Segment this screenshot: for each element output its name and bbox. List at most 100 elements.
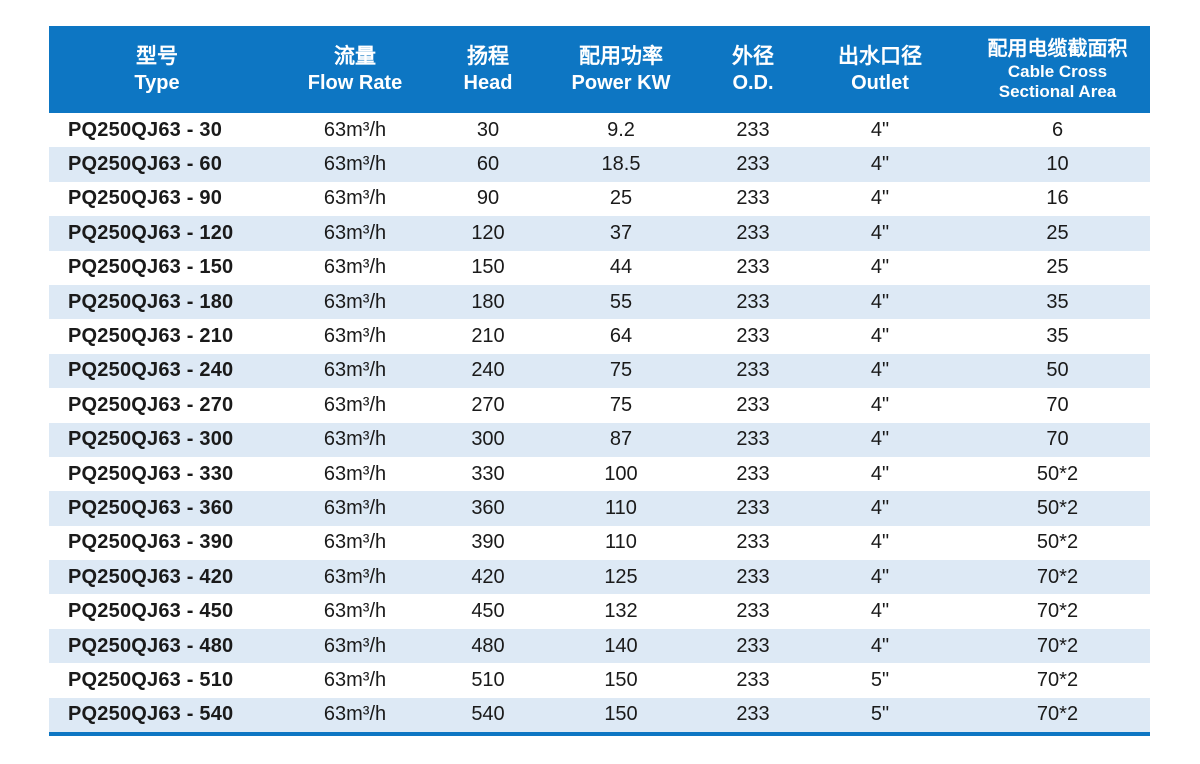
cell-flow: 63m³/h (323, 153, 387, 176)
cell-cable: 70*2 (1036, 600, 1079, 623)
cell-power: 132 (604, 600, 638, 623)
column-header-type-zh: 型号 (136, 45, 178, 69)
cell-outlet: 4" (870, 153, 890, 176)
table-row: PQ250QJ63 - 90 63m³/h 90 25 233 4" 16 (49, 182, 1150, 216)
cell-od: 233 (736, 118, 770, 141)
cell-power: 110 (605, 496, 637, 519)
column-header-head-en: Head (463, 71, 513, 94)
cell-od: 233 (736, 187, 770, 210)
cell-type: PQ250QJ63 - 240 (68, 359, 234, 382)
cell-outlet: 4" (870, 428, 890, 451)
table-row: PQ250QJ63 - 420 63m³/h 420 125 233 4" 70*2 (49, 560, 1150, 595)
column-header-od-en: O.D. (732, 71, 774, 94)
cell-head: 90 (476, 187, 500, 210)
cell-od: 233 (736, 393, 770, 416)
cell-power: 75 (609, 393, 633, 416)
cell-cable: 70*2 (1036, 703, 1079, 726)
cell-cable: 25 (1046, 221, 1069, 244)
cell-head: 420 (471, 565, 505, 588)
table-header: 型号 Type 流量 Flow Rate 扬程 Head 配用功率 Power … (49, 26, 1150, 113)
cell-power: 87 (609, 428, 633, 451)
cell-power: 55 (609, 290, 633, 313)
table-row: PQ250QJ63 - 60 63m³/h 60 18.5 233 4" 10 (49, 147, 1150, 182)
cell-od: 233 (736, 256, 770, 279)
cell-cable: 50*2 (1036, 531, 1079, 554)
cell-outlet: 5" (870, 668, 890, 691)
cell-flow: 63m³/h (323, 325, 387, 348)
cell-flow: 63m³/h (323, 634, 387, 657)
table-row: PQ250QJ63 - 360 63m³/h 360 110 233 4" 50*2 (49, 491, 1150, 526)
cell-od: 233 (736, 600, 770, 623)
cell-flow: 63m³/h (323, 496, 387, 519)
column-header-flow-rate-zh: 流量 (334, 45, 376, 69)
cell-type: PQ250QJ63 - 480 (68, 634, 234, 657)
cell-od: 233 (736, 496, 770, 519)
cell-head: 330 (471, 462, 505, 485)
column-header-flow-rate: 流量 Flow Rate (265, 26, 445, 113)
cell-outlet: 4" (870, 325, 890, 348)
cell-head: 180 (471, 290, 505, 313)
cell-power: 18.5 (601, 153, 641, 176)
cell-type: PQ250QJ63 - 30 (68, 118, 223, 141)
cell-outlet: 4" (870, 565, 890, 588)
cell-head: 150 (471, 256, 505, 279)
table-row: PQ250QJ63 - 480 63m³/h 480 140 233 4" 70*2 (49, 628, 1150, 664)
cell-flow: 63m³/h (323, 118, 387, 141)
cell-outlet: 4" (870, 634, 890, 657)
cell-cable: 70*2 (1036, 668, 1079, 691)
column-header-type: 型号 Type (49, 26, 265, 113)
cell-outlet: 5" (870, 703, 890, 726)
cell-cable: 25 (1046, 256, 1069, 279)
cell-head: 510 (471, 668, 505, 691)
cell-outlet: 4" (870, 187, 890, 210)
cell-type: PQ250QJ63 - 330 (68, 462, 234, 485)
cell-type: PQ250QJ63 - 270 (68, 393, 234, 416)
cell-type: PQ250QJ63 - 450 (68, 600, 234, 623)
column-header-head-zh: 扬程 (467, 45, 509, 69)
cell-cable: 10 (1046, 153, 1069, 176)
table-row: PQ250QJ63 - 30 63m³/h 30 9.2 233 4" 6 (49, 113, 1150, 147)
cell-power: 100 (604, 462, 638, 485)
cell-head: 60 (476, 153, 500, 176)
cell-type: PQ250QJ63 - 300 (68, 428, 234, 451)
cell-outlet: 4" (870, 359, 890, 382)
cell-outlet: 4" (870, 221, 890, 244)
cell-power: 9.2 (607, 118, 635, 141)
cell-flow: 63m³/h (323, 428, 387, 451)
cell-od: 233 (736, 462, 770, 485)
cell-power: 25 (609, 187, 633, 210)
cell-cable: 35 (1046, 290, 1069, 313)
cell-head: 240 (471, 359, 505, 382)
cell-type: PQ250QJ63 - 180 (68, 290, 234, 313)
table-row: PQ250QJ63 - 150 63m³/h 150 44 233 4" 25 (49, 251, 1150, 285)
column-header-power-en: Power KW (571, 71, 671, 94)
cell-type: PQ250QJ63 - 360 (68, 496, 234, 519)
cell-head: 300 (471, 428, 505, 451)
column-header-head: 扬程 Head (445, 26, 531, 113)
column-header-power: 配用功率 Power KW (531, 26, 711, 113)
column-header-cable-en-line1: Cable Cross (1007, 61, 1108, 81)
cell-outlet: 4" (870, 256, 890, 279)
cell-head: 270 (471, 393, 505, 416)
cell-od: 233 (736, 221, 770, 244)
cell-cable: 50*2 (1036, 496, 1079, 519)
cell-flow: 63m³/h (323, 256, 387, 279)
table-row: PQ250QJ63 - 180 63m³/h 180 55 233 4" 35 (49, 284, 1150, 320)
column-header-flow-rate-en: Flow Rate (307, 71, 403, 94)
cell-outlet: 4" (870, 462, 890, 485)
cell-head: 540 (471, 703, 505, 726)
cell-od: 233 (736, 290, 770, 313)
cell-flow: 63m³/h (323, 359, 387, 382)
table-row: PQ250QJ63 - 510 63m³/h 510 150 233 5" 70*2 (49, 663, 1150, 697)
cell-flow: 63m³/h (323, 668, 387, 691)
cell-power: 125 (604, 565, 638, 588)
cell-power: 37 (609, 221, 633, 244)
column-header-cable-en-line2: Sectional Area (998, 82, 1117, 101)
cell-cable: 50 (1046, 359, 1069, 382)
column-header-power-zh: 配用功率 (579, 45, 663, 69)
column-header-outlet-zh: 出水口径 (838, 45, 922, 69)
cell-cable: 70*2 (1036, 565, 1079, 588)
pump-spec-table: 型号 Type 流量 Flow Rate 扬程 Head 配用功率 Power … (49, 26, 1150, 737)
cell-type: PQ250QJ63 - 510 (68, 668, 234, 691)
cell-od: 233 (736, 325, 770, 348)
